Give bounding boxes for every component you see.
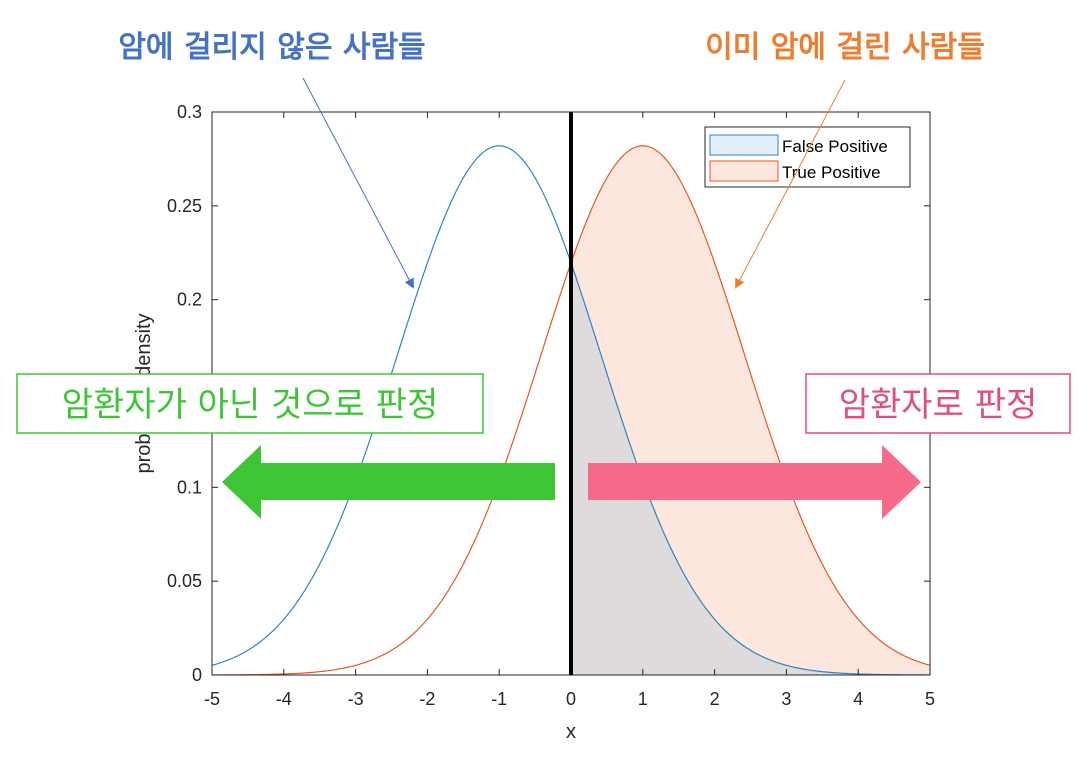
false-positive-area: [571, 262, 930, 675]
negative-decision-label: 암환자가 아닌 것으로 판정: [62, 385, 439, 425]
positive-decision-label: 암환자로 판정: [839, 385, 1038, 425]
x-tick-label: 1: [638, 689, 648, 709]
x-tick-label: -2: [419, 689, 435, 709]
legend: False Positive True Positive: [704, 126, 911, 188]
axis-tick-labels: -5 -4 -3 -2 -1 0 1 2 3 4 5 0 0.05 0.1 0.2 0.25 0.3: [167, 102, 935, 709]
x-tick-label: -3: [348, 689, 364, 709]
negative-direction-arrow: [222, 445, 555, 519]
y-tick-label: 0.05: [167, 571, 202, 591]
non-cancer-heading: 암에 걸리지 않은 사람들: [118, 30, 425, 65]
x-tick-label: -1: [491, 689, 507, 709]
y-tick-label: 0.2: [177, 290, 202, 310]
y-tick-label: 0.25: [167, 196, 202, 216]
legend-entry-true-positive: True Positive: [782, 163, 881, 182]
cancer-pointer: [735, 79, 846, 289]
axis-ticks: [211, 111, 931, 676]
negative-decision-box: 암환자가 아닌 것으로 판정: [16, 373, 484, 434]
x-axis-label: x: [566, 721, 576, 743]
y-tick-label: 0.1: [177, 477, 202, 497]
x-tick-label: 5: [925, 689, 935, 709]
x-tick-label: 4: [853, 689, 863, 709]
y-tick-label: 0: [192, 665, 202, 685]
x-tick-label: 2: [710, 689, 720, 709]
x-tick-label: -5: [204, 689, 220, 709]
positive-decision-box: 암환자로 판정: [805, 373, 1071, 434]
y-tick-label: 0.3: [177, 102, 202, 122]
legend-swatch-false-positive: [709, 134, 779, 156]
non-cancer-pointer: [302, 77, 414, 289]
x-tick-label: 3: [781, 689, 791, 709]
x-tick-label: -4: [276, 689, 292, 709]
legend-swatch-true-positive: [709, 160, 779, 182]
positive-direction-arrow: [588, 445, 921, 519]
cancer-heading: 이미 암에 걸린 사람들: [705, 30, 985, 65]
x-tick-label: 0: [566, 689, 576, 709]
legend-entry-false-positive: False Positive: [782, 137, 888, 156]
